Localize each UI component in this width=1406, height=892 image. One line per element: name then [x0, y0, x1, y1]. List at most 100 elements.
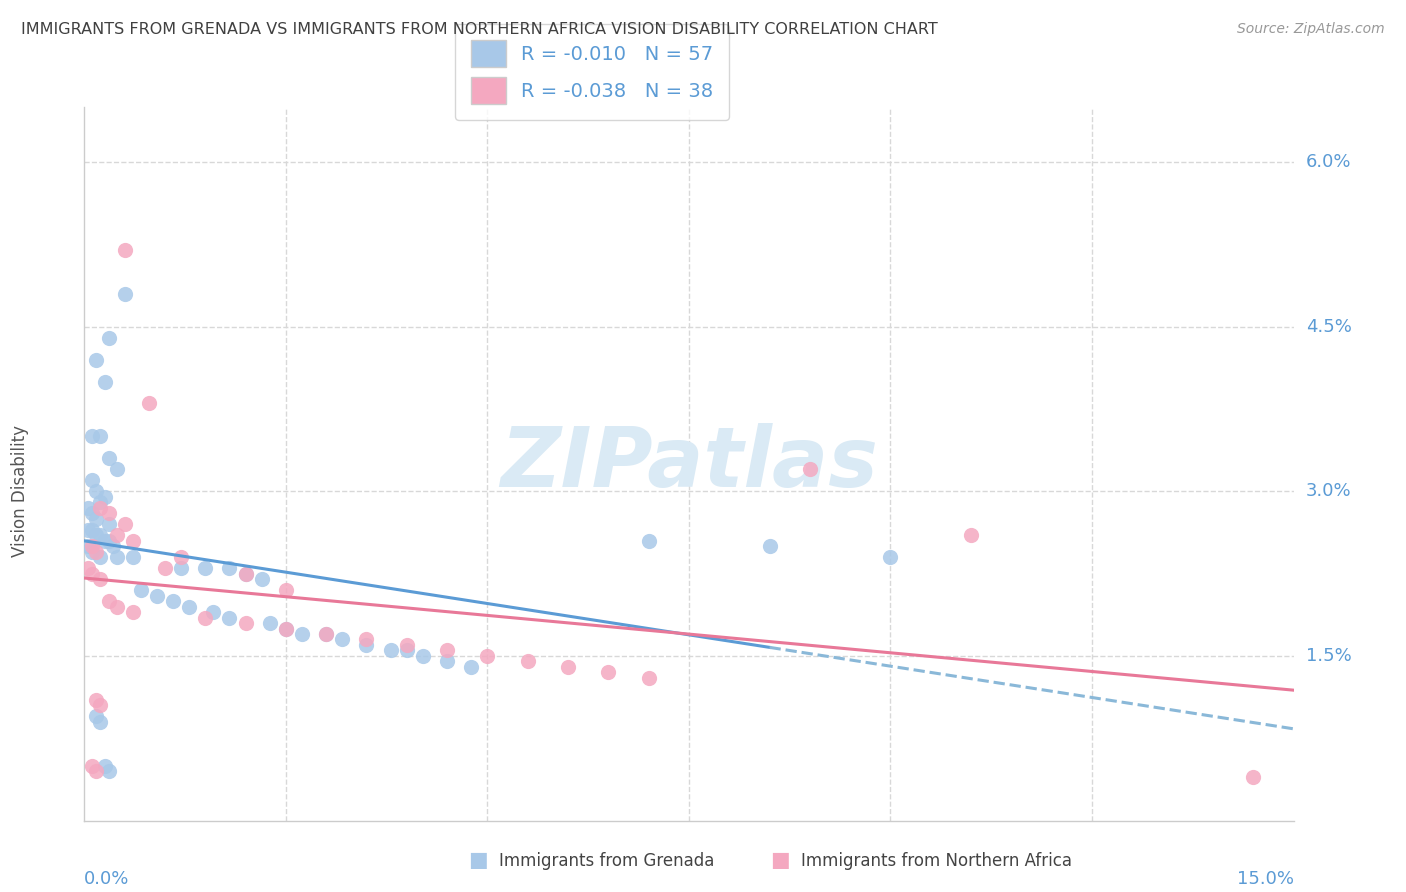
Point [129, 583, 152, 598]
Point [758, 539, 780, 553]
Point [637, 671, 659, 685]
Point [202, 605, 225, 619]
Point [82, 544, 104, 558]
Text: ■: ■ [468, 850, 488, 870]
Text: 15.0%: 15.0% [1236, 870, 1294, 888]
Point [436, 655, 458, 669]
Point [557, 660, 579, 674]
Point [86, 352, 108, 367]
Point [194, 561, 217, 575]
Text: Immigrants from Grenada: Immigrants from Grenada [499, 852, 714, 870]
Point [82, 429, 104, 443]
Point [93, 490, 115, 504]
Point [274, 583, 297, 598]
Point [250, 572, 273, 586]
Point [101, 539, 124, 553]
Point [960, 528, 983, 542]
Point [179, 599, 201, 614]
Point [218, 561, 240, 575]
Point [436, 643, 458, 657]
Point [82, 539, 104, 553]
Point [105, 550, 128, 565]
Point [1241, 770, 1264, 784]
Point [274, 622, 297, 636]
Point [879, 550, 901, 565]
Point [170, 550, 193, 565]
Point [77, 523, 100, 537]
Text: Immigrants from Northern Africa: Immigrants from Northern Africa [801, 852, 1073, 870]
Text: ■: ■ [770, 850, 790, 870]
Point [105, 462, 128, 476]
Point [86, 764, 108, 779]
Point [97, 533, 120, 548]
Point [89, 550, 111, 565]
Point [114, 286, 136, 301]
Point [412, 648, 434, 663]
Point [170, 561, 193, 575]
Point [93, 533, 115, 548]
Point [315, 627, 337, 641]
Point [330, 632, 353, 647]
Point [291, 627, 314, 641]
Point [235, 566, 257, 581]
Point [380, 643, 402, 657]
Point [315, 627, 337, 641]
Point [82, 473, 104, 487]
Point [89, 698, 111, 713]
Text: Source: ZipAtlas.com: Source: ZipAtlas.com [1237, 22, 1385, 37]
Point [105, 528, 128, 542]
Point [86, 544, 108, 558]
Point [97, 451, 120, 466]
Text: Vision Disability: Vision Disability [11, 425, 30, 558]
Point [114, 243, 136, 257]
Point [121, 550, 143, 565]
Text: IMMIGRANTS FROM GRENADA VS IMMIGRANTS FROM NORTHERN AFRICA VISION DISABILITY COR: IMMIGRANTS FROM GRENADA VS IMMIGRANTS FR… [21, 22, 938, 37]
Point [97, 330, 120, 344]
Point [395, 643, 418, 657]
Point [77, 539, 100, 553]
Point [86, 512, 108, 526]
Point [598, 665, 620, 680]
Point [86, 693, 108, 707]
Point [82, 506, 104, 520]
Point [121, 533, 143, 548]
Text: 6.0%: 6.0% [1306, 153, 1351, 171]
Point [97, 506, 120, 520]
Text: 0.0%: 0.0% [84, 870, 129, 888]
Point [89, 495, 111, 509]
Point [77, 500, 100, 515]
Text: 4.5%: 4.5% [1306, 318, 1351, 335]
Point [89, 714, 111, 729]
Point [235, 615, 257, 630]
Point [97, 594, 120, 608]
Point [97, 764, 120, 779]
Point [274, 622, 297, 636]
Point [121, 605, 143, 619]
Point [637, 533, 659, 548]
Point [799, 462, 821, 476]
Point [93, 758, 115, 772]
Point [86, 484, 108, 499]
Point [89, 528, 111, 542]
Point [114, 517, 136, 532]
Point [82, 523, 104, 537]
Point [218, 610, 240, 624]
Point [235, 566, 257, 581]
Point [82, 758, 104, 772]
Point [516, 655, 538, 669]
Point [146, 589, 169, 603]
Point [105, 599, 128, 614]
Point [77, 561, 100, 575]
Point [86, 709, 108, 723]
Point [259, 615, 281, 630]
Point [395, 638, 418, 652]
Point [194, 610, 217, 624]
Text: ZIPatlas: ZIPatlas [501, 424, 877, 504]
Point [82, 566, 104, 581]
Point [89, 572, 111, 586]
Point [153, 561, 176, 575]
Point [460, 660, 482, 674]
Point [97, 517, 120, 532]
Text: 3.0%: 3.0% [1306, 483, 1351, 500]
Point [89, 429, 111, 443]
